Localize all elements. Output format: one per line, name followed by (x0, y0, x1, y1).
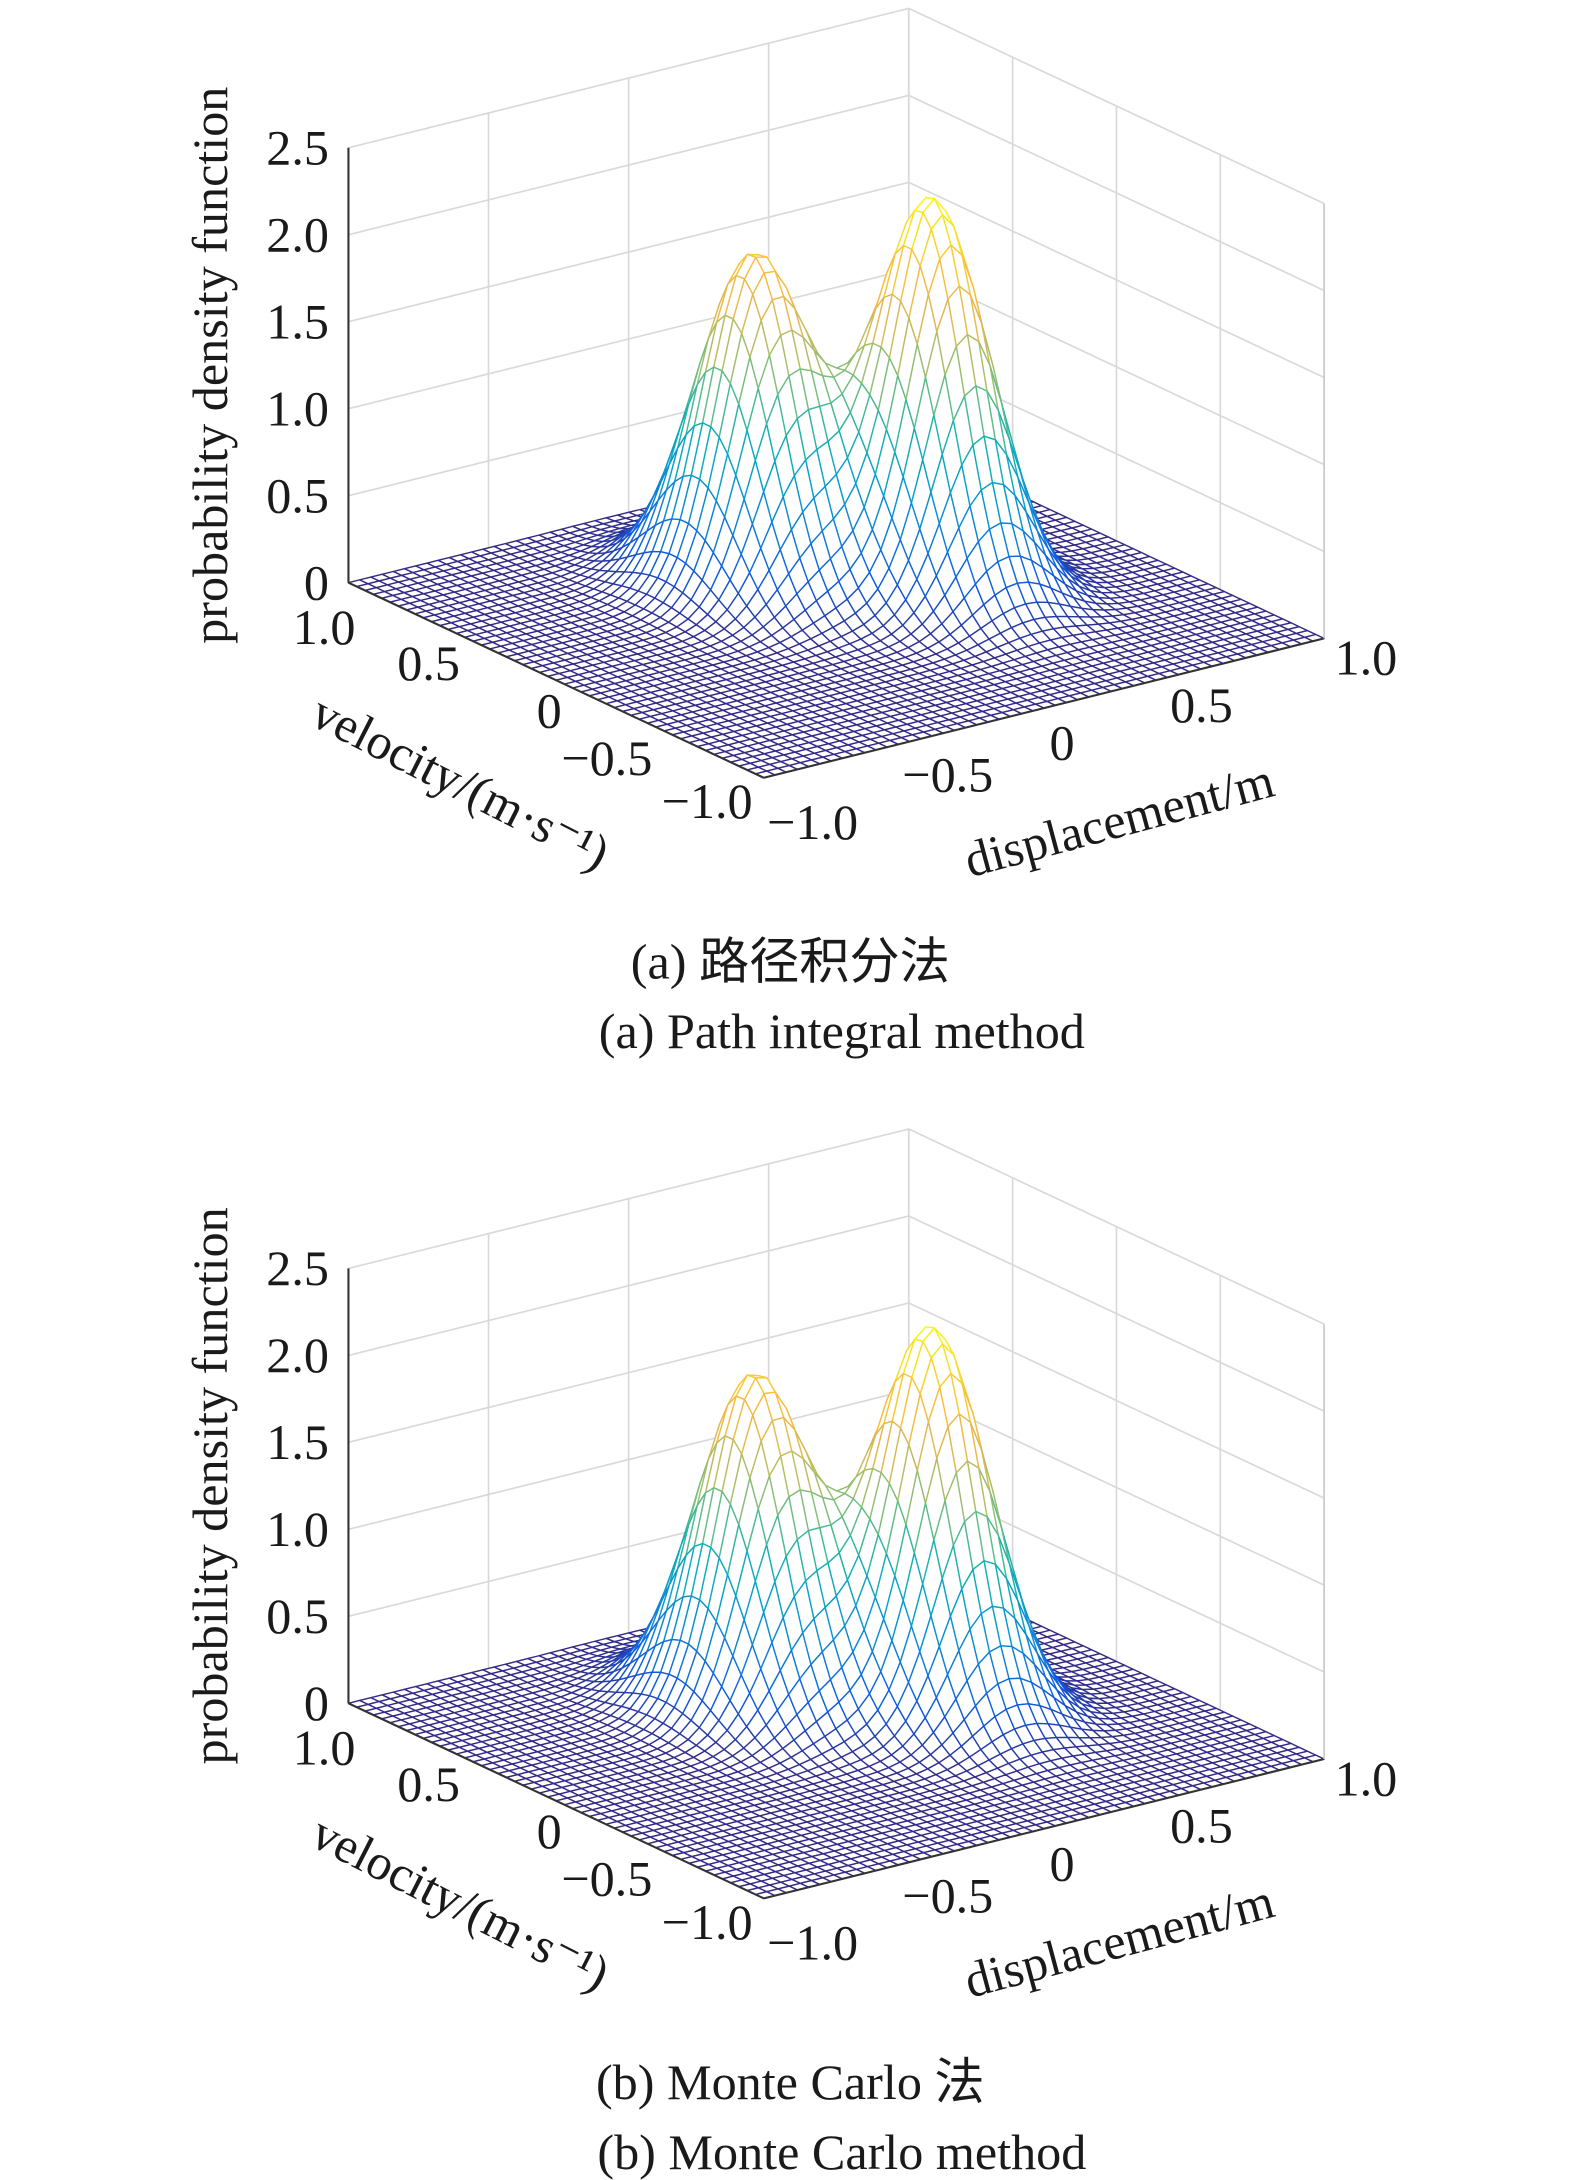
z-gridline (348, 7, 1325, 205)
z-tick-label: 2.5 (266, 120, 329, 176)
z-gridline (348, 94, 1325, 292)
z-tick-label: 1.0 (266, 380, 329, 436)
z-gridline (348, 1215, 1325, 1412)
caption-english: (a) Path integral method (599, 1003, 1085, 1059)
panel-b: 00.51.01.52.02.51.00.50−0.5−1.0 −1.0−0.50… (182, 1128, 1397, 2180)
x-tick-label: 0.5 (1170, 677, 1233, 733)
z-gridline (348, 181, 1325, 379)
y-tick-label: −1.0 (662, 773, 753, 829)
surface-mesh (347, 196, 1325, 779)
y-tick-label: 0 (537, 683, 562, 739)
x-tick-label: −1.0 (767, 794, 858, 850)
z-gridline (348, 1302, 1325, 1499)
y-tick-label: 1.0 (293, 599, 356, 655)
y-tick-label: 0.5 (397, 635, 460, 691)
x-tick-label: 0 (1050, 715, 1075, 771)
z-tick-label: 0.5 (266, 467, 329, 523)
panel-a: 00.51.01.52.02.51.00.50−0.5−1.0 −1.0−0.50… (182, 7, 1398, 1059)
x-tick-label: −0.5 (902, 747, 993, 803)
z-gridline (348, 1128, 1325, 1325)
y-tick-label: −0.5 (561, 730, 652, 786)
x-tick-label: 1.0 (1335, 630, 1398, 686)
z-tick-label: 1.5 (266, 293, 329, 349)
x-axis-title: displacement/m (958, 752, 1279, 888)
z-tick-label: 2.0 (266, 206, 329, 262)
z-axis-title: probability density function (182, 87, 238, 644)
caption-chinese: (a) 路径积分法 (631, 933, 950, 989)
